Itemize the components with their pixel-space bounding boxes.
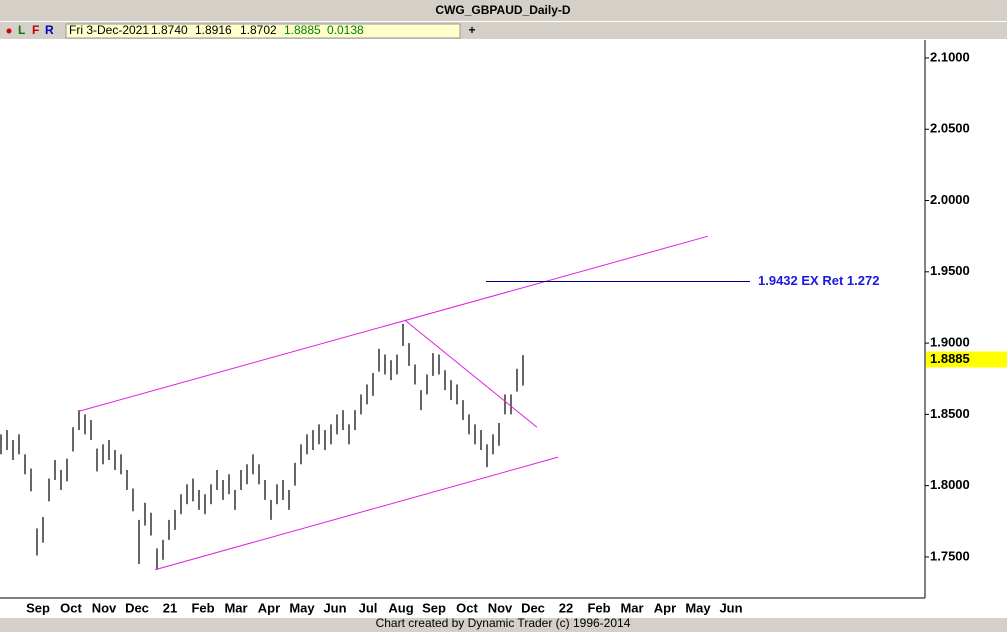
y-tick-label: 1.9500 [930, 263, 970, 278]
info-box [65, 23, 461, 39]
x-tick-label: Jul [359, 600, 378, 615]
x-tick-label: May [289, 600, 315, 615]
x-tick-label: Mar [224, 600, 247, 615]
y-tick-label: 1.8000 [930, 477, 970, 492]
x-tick-label: Apr [258, 600, 280, 615]
x-tick-label: Nov [92, 600, 117, 615]
y-tick-label: 1.7500 [930, 548, 970, 563]
toolbar-button[interactable]: F [32, 23, 39, 37]
level-label: 1.9432 EX Ret 1.272 [758, 273, 879, 288]
x-tick-label: Feb [587, 600, 610, 615]
footer-bar [0, 618, 1007, 632]
x-tick-label: Dec [125, 600, 149, 615]
footer: Chart created by Dynamic Trader (c) 1996… [376, 616, 631, 630]
trendline [154, 456, 559, 571]
last-price-box [926, 351, 1007, 368]
x-tick-label: Jun [323, 600, 346, 615]
x-tick-label: Nov [488, 600, 513, 615]
x-tick-label: Oct [456, 600, 478, 615]
trendline [404, 319, 538, 428]
y-tick-label: 1.8500 [930, 406, 970, 421]
status-dot [6, 28, 12, 34]
info-open: 1.8740 [151, 23, 188, 37]
y-tick-label: 1.9000 [930, 335, 970, 350]
x-tick-label: 22 [559, 600, 573, 615]
x-tick-label: Feb [191, 600, 214, 615]
y-tick-label: 2.0000 [930, 192, 970, 207]
x-tick-label: Sep [26, 600, 50, 615]
info-close: 1.8885 [284, 23, 321, 37]
last-price-label: 1.8885 [930, 351, 970, 366]
x-tick-label: Aug [388, 600, 413, 615]
toolbar-button[interactable]: L [18, 23, 25, 37]
x-tick-label: Apr [654, 600, 676, 615]
info-high: 1.8916 [195, 23, 232, 37]
x-tick-label: 21 [163, 600, 177, 615]
trendline [77, 235, 709, 413]
x-tick-label: Jun [719, 600, 742, 615]
y-tick-label: 2.1000 [930, 49, 970, 64]
x-tick-label: Dec [521, 600, 545, 615]
info-low: 1.8702 [240, 23, 277, 37]
x-tick-label: May [685, 600, 711, 615]
x-tick-label: Sep [422, 600, 446, 615]
title-bar [0, 0, 1007, 21]
chart-title: CWG_GBPAUD_Daily-D [435, 3, 570, 17]
toolbar-button[interactable]: R [45, 23, 54, 37]
y-tick-label: 2.0500 [930, 121, 970, 136]
info-change: 0.0138 [327, 23, 364, 37]
add-button[interactable]: + [468, 23, 475, 37]
x-tick-label: Mar [620, 600, 643, 615]
info-date: Fri 3-Dec-2021 [69, 23, 149, 37]
x-tick-label: Oct [60, 600, 82, 615]
